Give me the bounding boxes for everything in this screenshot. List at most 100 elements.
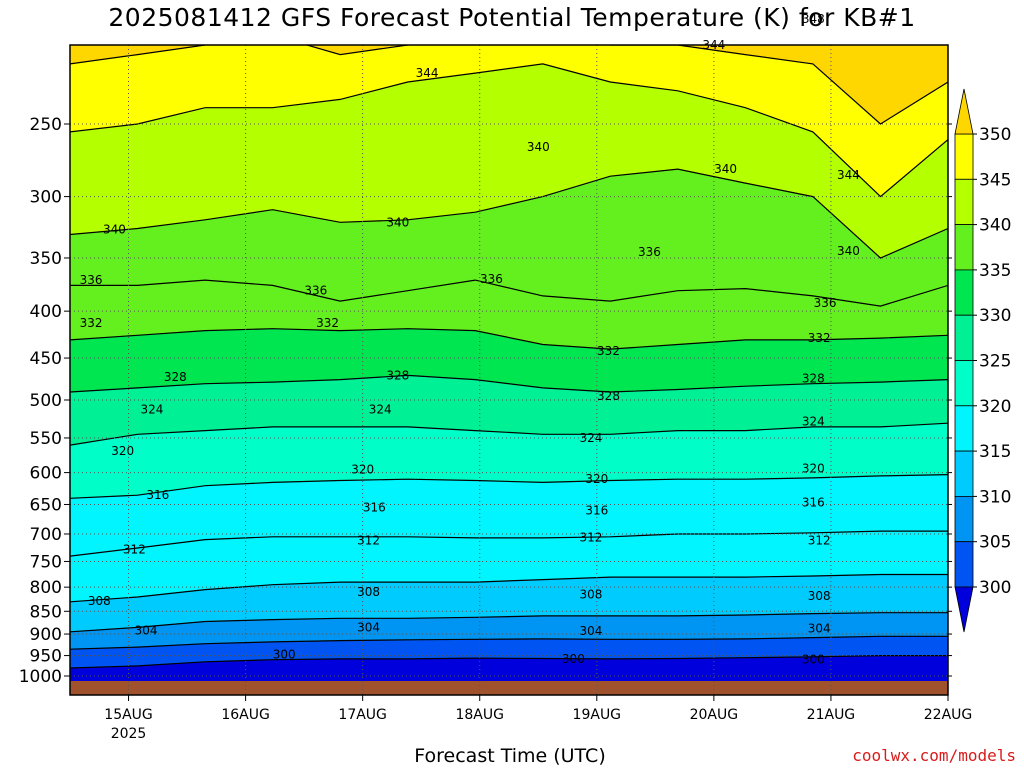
contour-label: 308 (357, 585, 380, 599)
y-tick-label: 450 (30, 349, 62, 369)
contour-label: 324 (369, 402, 392, 416)
contour-labels: 300 300 300 304 304 304 304 308 308 308 308 312 312 3… (80, 12, 860, 667)
contour-label: 316 (585, 504, 608, 518)
x-tick-sublabel: 2025 (111, 726, 147, 742)
colorbar-box (954, 541, 974, 588)
contour-label: 332 (316, 316, 339, 330)
x-tick-label: 22AUG (924, 707, 973, 723)
chart-title: 2025081412 GFS Forecast Potential Temper… (108, 3, 916, 32)
colorbar-label: 305 (979, 533, 1011, 553)
contour-label: 316 (146, 488, 169, 502)
contour-line-304 (70, 635, 948, 650)
contour-label: 320 (111, 444, 134, 458)
contour-label: 336 (480, 272, 503, 286)
y-tick-label: 700 (30, 525, 62, 545)
contour-line-344 (70, 63, 948, 198)
y-tick-label: 550 (30, 429, 62, 449)
contour-line-340 (70, 168, 948, 259)
y-tick-label: 300 (30, 188, 62, 208)
y-tick-label: 650 (30, 495, 62, 515)
contour-line-308 (70, 612, 948, 633)
contour-line-316 (70, 530, 948, 557)
y-tick-label: 1000 (19, 667, 62, 687)
y-tick-label: 950 (30, 647, 62, 667)
colorbar-box (954, 178, 974, 226)
colorbar-box (954, 133, 974, 180)
contour-line-312 (70, 573, 948, 603)
contour-label: 304 (579, 624, 602, 638)
colorbar-box (954, 314, 974, 361)
contour-label: 324 (802, 415, 825, 429)
contour-label: 320 (802, 462, 825, 476)
plot-frame (69, 44, 949, 696)
colorbar-label: 350 (979, 125, 1011, 145)
colorbar-box (954, 224, 974, 271)
contour-label: 344 (416, 66, 439, 80)
contour-label: 348 (802, 12, 825, 26)
x-tick-label: 20AUG (690, 707, 739, 723)
contour-label: 308 (579, 588, 602, 602)
y-tick-label: 750 (30, 552, 62, 572)
contour-label: 308 (808, 589, 831, 603)
credit-text: coolwx.com/models (852, 746, 1016, 765)
x-tick-label: 18AUG (455, 707, 504, 723)
contour-label: 336 (80, 273, 103, 287)
colorbar-label: 315 (979, 442, 1011, 462)
contour-line-324 (70, 422, 948, 446)
contour-label: 340 (103, 223, 126, 237)
y-tick-label: 900 (30, 625, 62, 645)
contour-line-328 (70, 374, 948, 393)
contour-label: 336 (814, 296, 837, 310)
contour-label: 328 (164, 370, 187, 384)
filled-contours (70, 45, 948, 695)
colorbar-label: 345 (979, 170, 1011, 190)
contour-label: 340 (837, 244, 860, 258)
colorbar-label: 320 (979, 397, 1011, 417)
colorbar-box (954, 360, 974, 407)
contour-label: 312 (357, 534, 380, 548)
y-tick-label: 400 (30, 302, 62, 322)
colorbar-label: 325 (979, 352, 1011, 372)
contour-label: 312 (579, 530, 602, 544)
contour-label: 312 (808, 534, 831, 548)
contour-label: 304 (135, 623, 158, 637)
axes: 250 300 350 400 450 500 550 600 650 700 750 800 850 9… (19, 44, 973, 742)
x-tick-label: 21AUG (807, 707, 856, 723)
colorbar-label: 340 (979, 216, 1011, 236)
contour-label: 316 (802, 496, 825, 510)
contour-label: 312 (123, 543, 146, 557)
contour-label: 300 (273, 648, 296, 662)
contour-line-336 (70, 279, 948, 307)
colorbar-extend-top (954, 88, 974, 135)
contour-label: 324 (579, 431, 602, 445)
y-tick-label: 600 (30, 464, 62, 484)
ground-band (70, 681, 948, 695)
x-axis-label: Forecast Time (UTC) (414, 745, 606, 767)
colorbar-label: 335 (979, 261, 1011, 281)
contour-label: 328 (802, 372, 825, 386)
y-tick-label: 850 (30, 602, 62, 622)
x-tick-label: 15AUG (104, 707, 153, 723)
contour-label: 340 (527, 140, 550, 154)
y-tick-label: 800 (30, 578, 62, 598)
contour-label: 340 (714, 162, 737, 176)
contour-label: 344 (837, 168, 860, 182)
contour-line-300 (70, 655, 948, 669)
colorbar-box (954, 450, 974, 497)
contour-lines (70, 45, 948, 669)
contour-label: 324 (140, 402, 163, 416)
contour-label: 332 (80, 316, 103, 330)
contour-line-320 (70, 474, 948, 499)
contour-label: 332 (597, 344, 620, 358)
colorbar-box (954, 269, 974, 316)
contour-label: 304 (808, 622, 831, 636)
contour-label: 300 (562, 652, 585, 666)
y-tick-label: 500 (30, 391, 62, 411)
contour-label: 336 (304, 284, 327, 298)
contour-label: 300 (802, 653, 825, 667)
contour-label: 328 (386, 368, 409, 382)
contour-label: 336 (638, 245, 661, 259)
colorbar-box (954, 405, 974, 452)
colorbar-label: 310 (979, 487, 1011, 507)
